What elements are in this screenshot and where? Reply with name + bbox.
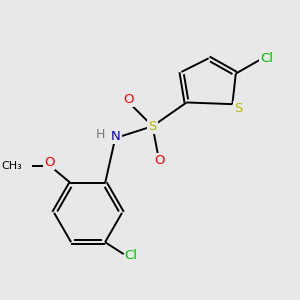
Text: S: S (234, 102, 243, 115)
Text: O: O (44, 156, 54, 169)
Text: S: S (148, 120, 157, 133)
Text: O: O (123, 93, 134, 106)
Text: Cl: Cl (260, 52, 274, 65)
Text: O: O (154, 154, 165, 167)
Text: H: H (95, 128, 105, 141)
Text: CH₃: CH₃ (2, 161, 22, 171)
Text: Cl: Cl (125, 249, 138, 262)
Text: N: N (111, 130, 121, 143)
